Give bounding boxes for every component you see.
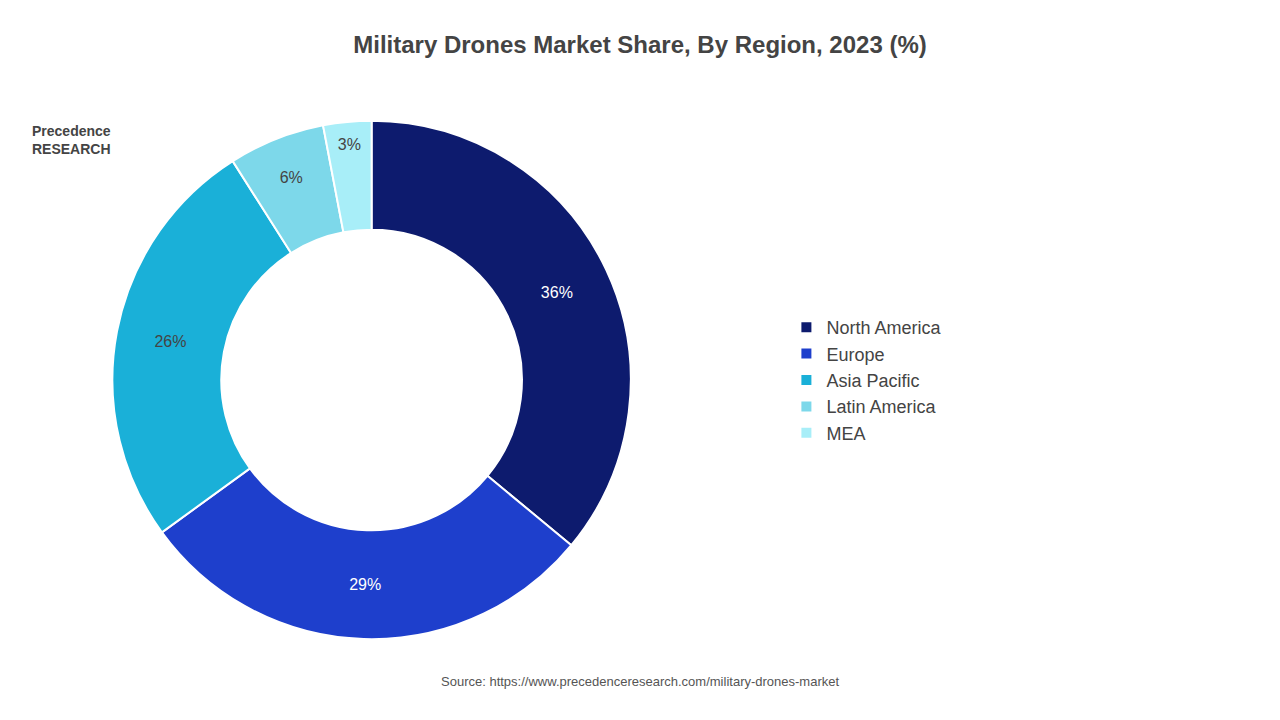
svg-text:PrecedenceRESEARCH: PrecedenceRESEARCH bbox=[32, 123, 111, 157]
svg-text:Source: https://www.precedence: Source: https://www.precedenceresearch.c… bbox=[441, 674, 839, 689]
svg-text:36%: 36% bbox=[541, 284, 573, 301]
svg-text:Asia Pacific: Asia Pacific bbox=[826, 371, 919, 391]
svg-text:Latin America: Latin America bbox=[826, 397, 936, 417]
svg-text:6%: 6% bbox=[280, 169, 303, 186]
svg-text:3%: 3% bbox=[338, 136, 361, 153]
svg-text:Military Drones Market Share,: Military Drones Market Share, By Region,… bbox=[353, 31, 927, 58]
svg-text:Europe: Europe bbox=[826, 345, 884, 365]
svg-text:26%: 26% bbox=[154, 333, 186, 350]
svg-text:29%: 29% bbox=[349, 576, 381, 593]
svg-text:North America: North America bbox=[826, 318, 941, 338]
svg-text:MEA: MEA bbox=[826, 424, 865, 444]
